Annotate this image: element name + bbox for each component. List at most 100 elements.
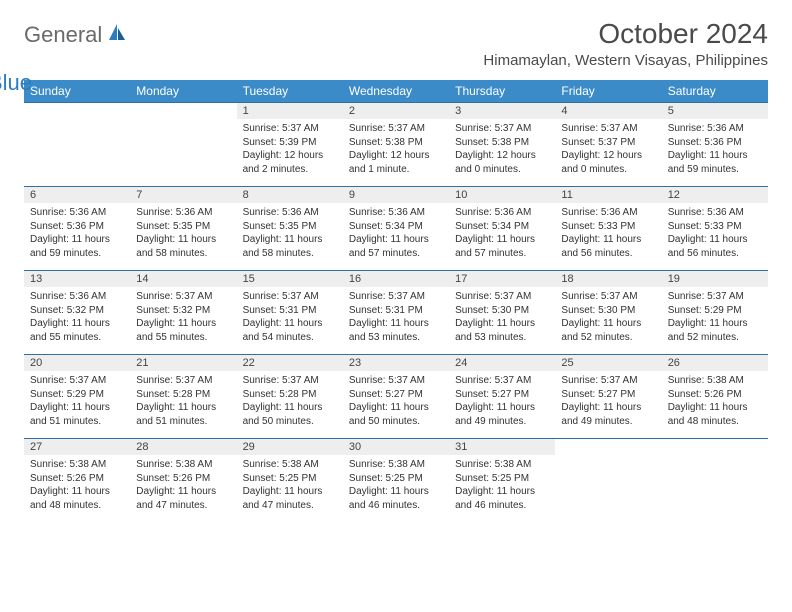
day-dl: Daylight: 11 hours and 57 minutes. [349,233,443,260]
day-number: 10 [449,187,555,203]
day-body: Sunrise: 5:37 AMSunset: 5:32 PMDaylight:… [130,287,236,348]
calendar-cell: 28Sunrise: 5:38 AMSunset: 5:26 PMDayligh… [130,439,236,523]
day-sr: Sunrise: 5:36 AM [349,206,443,220]
day-ss: Sunset: 5:32 PM [30,304,124,318]
day-number: 6 [24,187,130,203]
day-number: 16 [343,271,449,287]
day-sr: Sunrise: 5:36 AM [30,206,124,220]
calendar-cell: 30Sunrise: 5:38 AMSunset: 5:25 PMDayligh… [343,439,449,523]
day-body: Sunrise: 5:36 AMSunset: 5:34 PMDaylight:… [343,203,449,264]
day-ss: Sunset: 5:27 PM [455,388,549,402]
calendar-week-row: 20Sunrise: 5:37 AMSunset: 5:29 PMDayligh… [24,355,768,439]
day-dl: Daylight: 11 hours and 58 minutes. [243,233,337,260]
calendar-cell: 23Sunrise: 5:37 AMSunset: 5:27 PMDayligh… [343,355,449,439]
day-dl: Daylight: 11 hours and 50 minutes. [349,401,443,428]
day-dl: Daylight: 11 hours and 53 minutes. [349,317,443,344]
day-body: Sunrise: 5:37 AMSunset: 5:30 PMDaylight:… [449,287,555,348]
day-ss: Sunset: 5:36 PM [30,220,124,234]
logo-word-general: General [24,22,102,47]
day-body: Sunrise: 5:38 AMSunset: 5:26 PMDaylight:… [130,455,236,516]
page-header: General Blue October 2024 Himamaylan, We… [24,18,768,74]
day-ss: Sunset: 5:30 PM [561,304,655,318]
day-body: Sunrise: 5:38 AMSunset: 5:26 PMDaylight:… [662,371,768,432]
day-dl: Daylight: 11 hours and 58 minutes. [136,233,230,260]
day-body: Sunrise: 5:37 AMSunset: 5:29 PMDaylight:… [662,287,768,348]
day-number: 26 [662,355,768,371]
day-dl: Daylight: 12 hours and 1 minute. [349,149,443,176]
day-dl: Daylight: 11 hours and 59 minutes. [30,233,124,260]
day-number: 14 [130,271,236,287]
day-ss: Sunset: 5:28 PM [243,388,337,402]
day-header: Wednesday [343,80,449,103]
day-sr: Sunrise: 5:36 AM [668,122,762,136]
day-dl: Daylight: 11 hours and 47 minutes. [243,485,337,512]
calendar-cell: 16Sunrise: 5:37 AMSunset: 5:31 PMDayligh… [343,271,449,355]
day-ss: Sunset: 5:26 PM [668,388,762,402]
day-sr: Sunrise: 5:37 AM [349,122,443,136]
calendar-thead: SundayMondayTuesdayWednesdayThursdayFrid… [24,80,768,103]
day-dl: Daylight: 11 hours and 49 minutes. [561,401,655,428]
day-dl: Daylight: 12 hours and 0 minutes. [561,149,655,176]
day-number: 20 [24,355,130,371]
calendar-cell: 11Sunrise: 5:36 AMSunset: 5:33 PMDayligh… [555,187,661,271]
day-body: Sunrise: 5:37 AMSunset: 5:27 PMDaylight:… [555,371,661,432]
day-ss: Sunset: 5:31 PM [243,304,337,318]
day-sr: Sunrise: 5:36 AM [668,206,762,220]
day-ss: Sunset: 5:26 PM [136,472,230,486]
day-ss: Sunset: 5:25 PM [455,472,549,486]
day-dl: Daylight: 11 hours and 48 minutes. [30,485,124,512]
calendar-cell: 20Sunrise: 5:37 AMSunset: 5:29 PMDayligh… [24,355,130,439]
day-sr: Sunrise: 5:37 AM [349,374,443,388]
day-sr: Sunrise: 5:37 AM [561,374,655,388]
calendar-cell [130,103,236,187]
day-dl: Daylight: 11 hours and 46 minutes. [349,485,443,512]
day-ss: Sunset: 5:25 PM [349,472,443,486]
day-sr: Sunrise: 5:38 AM [349,458,443,472]
day-body: Sunrise: 5:36 AMSunset: 5:34 PMDaylight:… [449,203,555,264]
day-number: 19 [662,271,768,287]
day-number: 29 [237,439,343,455]
day-sr: Sunrise: 5:37 AM [455,122,549,136]
day-number: 8 [237,187,343,203]
logo: General Blue [24,18,127,74]
day-dl: Daylight: 11 hours and 46 minutes. [455,485,549,512]
day-number: 24 [449,355,555,371]
day-ss: Sunset: 5:38 PM [455,136,549,150]
day-number: 22 [237,355,343,371]
day-ss: Sunset: 5:37 PM [561,136,655,150]
day-dl: Daylight: 11 hours and 52 minutes. [561,317,655,344]
day-sr: Sunrise: 5:37 AM [30,374,124,388]
day-dl: Daylight: 12 hours and 2 minutes. [243,149,337,176]
day-sr: Sunrise: 5:36 AM [243,206,337,220]
calendar-cell: 24Sunrise: 5:37 AMSunset: 5:27 PMDayligh… [449,355,555,439]
day-dl: Daylight: 11 hours and 55 minutes. [30,317,124,344]
day-ss: Sunset: 5:36 PM [668,136,762,150]
day-header: Monday [130,80,236,103]
day-body: Sunrise: 5:37 AMSunset: 5:27 PMDaylight:… [343,371,449,432]
calendar-cell: 14Sunrise: 5:37 AMSunset: 5:32 PMDayligh… [130,271,236,355]
calendar-cell: 19Sunrise: 5:37 AMSunset: 5:29 PMDayligh… [662,271,768,355]
day-ss: Sunset: 5:38 PM [349,136,443,150]
day-number: 28 [130,439,236,455]
day-number: 27 [24,439,130,455]
day-body: Sunrise: 5:37 AMSunset: 5:29 PMDaylight:… [24,371,130,432]
day-body: Sunrise: 5:38 AMSunset: 5:26 PMDaylight:… [24,455,130,516]
day-sr: Sunrise: 5:38 AM [668,374,762,388]
day-sr: Sunrise: 5:38 AM [455,458,549,472]
day-ss: Sunset: 5:28 PM [136,388,230,402]
day-number: 17 [449,271,555,287]
day-dl: Daylight: 11 hours and 54 minutes. [243,317,337,344]
day-header: Friday [555,80,661,103]
day-number: 7 [130,187,236,203]
day-sr: Sunrise: 5:37 AM [561,122,655,136]
title-block: October 2024 Himamaylan, Western Visayas… [483,18,768,69]
calendar-week-row: 13Sunrise: 5:36 AMSunset: 5:32 PMDayligh… [24,271,768,355]
day-body: Sunrise: 5:36 AMSunset: 5:36 PMDaylight:… [662,119,768,180]
day-body: Sunrise: 5:37 AMSunset: 5:27 PMDaylight:… [449,371,555,432]
day-header: Thursday [449,80,555,103]
day-number: 1 [237,103,343,119]
calendar-cell: 9Sunrise: 5:36 AMSunset: 5:34 PMDaylight… [343,187,449,271]
day-ss: Sunset: 5:32 PM [136,304,230,318]
calendar-cell [662,439,768,523]
day-dl: Daylight: 11 hours and 48 minutes. [668,401,762,428]
